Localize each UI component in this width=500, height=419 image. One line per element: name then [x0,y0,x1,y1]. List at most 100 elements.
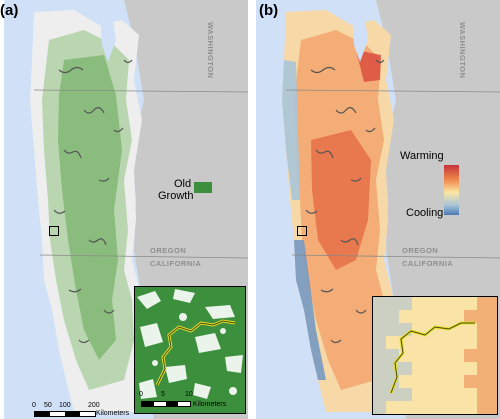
inset-raster-cell [438,362,451,375]
inset-raster-cell [386,336,399,349]
inset-raster-cell [438,310,451,323]
scale-tick-100: 100 [59,402,71,409]
inset-raster-cell [464,323,477,336]
inset-raster-cell [373,349,386,362]
inset-scale-tick-10: 10 [185,391,193,398]
scale-tick-0: 0 [32,402,36,409]
inset-raster-cell [477,401,490,414]
scale-unit: Kilometers [96,410,130,417]
inset-raster-cell [412,349,425,362]
inset-raster-cell [386,297,399,310]
inset-map-a: 0 5 10 Kilometers [134,286,246,414]
scalebar-a [34,411,96,417]
inset-raster-cell [425,336,438,349]
inset-scale-unit: Kilometers [193,401,227,408]
inset-raster-cell [373,375,386,388]
panel-label-a: (a) [0,2,19,19]
inset-raster-cell [477,297,490,310]
inset-raster-cell [373,401,386,414]
inset-raster-cell [412,297,425,310]
inset-raster-cell [464,401,477,414]
inset-raster-cell [438,401,451,414]
inset-b-svg [373,297,497,414]
inset-raster-cell [373,388,386,401]
state-label-oregon-b: OREGON [402,246,439,255]
inset-raster-cell [464,310,477,323]
inset-raster-cell [451,297,464,310]
inset-raster-cell [464,297,477,310]
inset-raster-cell [490,362,497,375]
inset-raster-cell [490,310,497,323]
inset-raster-cell [490,375,497,388]
inset-raster-cell [386,388,399,401]
inset-raster-cell [477,310,490,323]
inset-raster-cell [490,401,497,414]
inset-raster-cell [464,375,477,388]
legend-warming-label: Warming [400,150,444,162]
inset-raster-cell [477,323,490,336]
inset-raster-cell [425,349,438,362]
inset-raster-cell [399,375,412,388]
inset-raster-cell [425,362,438,375]
inset-raster-cell [425,375,438,388]
locator-box-b [297,226,307,236]
inset-raster-cell [373,310,386,323]
inset-raster-cell [399,362,412,375]
inset-raster-cell [425,401,438,414]
inset-raster-cell [412,362,425,375]
map-panel-a: WASHINGTON OREGON CALIFORNIA Old Growth [4,0,248,419]
inset-raster-cell [412,310,425,323]
inset-raster-cell [477,388,490,401]
inset-raster-cell [490,336,497,349]
old-growth-swatch [194,182,212,193]
legend-old-label: Old [174,178,192,190]
inset-raster-cell [412,336,425,349]
inset-raster-cell [425,297,438,310]
legend-cooling-label: Cooling [406,207,444,219]
inset-raster-cell [373,297,386,310]
inset-raster-cell [412,388,425,401]
inset-raster-cell [477,375,490,388]
state-label-washington-b: WASHINGTON [458,22,467,79]
state-label-california-a: CALIFORNIA [150,259,202,268]
inset-raster-cell [438,375,451,388]
inset-raster-cell [477,336,490,349]
inset-raster-cell [451,362,464,375]
streams-b [305,59,385,344]
inset-raster-cell [386,401,399,414]
inset-raster-cell [451,388,464,401]
scale-tick-200: 200 [88,402,100,409]
inset-raster-cell [373,336,386,349]
temperature-color-ramp [444,165,459,215]
inset-raster-cell [464,336,477,349]
inset-scalebar-a [141,401,191,407]
inset-raster-cell [464,362,477,375]
inset-raster-cell [438,336,451,349]
inset-raster-cell [464,349,477,362]
inset-raster-cell [451,336,464,349]
inset-raster-cell [451,349,464,362]
inset-raster-cell [386,310,399,323]
inset-raster-cell [451,310,464,323]
inset-raster-cell [386,349,399,362]
panel-label-b: (b) [259,2,279,19]
inset-raster-cell [477,362,490,375]
inset-raster-cell [373,362,386,375]
inset-raster-cell [399,388,412,401]
inset-raster-cell [425,310,438,323]
inset-scale-tick-0: 0 [139,391,143,398]
inset-raster-cell [438,388,451,401]
inset-raster-cell [438,297,451,310]
map-panel-b: WASHINGTON OREGON CALIFORNIA Warming Coo… [256,0,500,419]
state-label-california-b: CALIFORNIA [402,259,454,268]
locator-box-a [49,226,59,236]
state-label-oregon-a: OREGON [150,246,187,255]
inset-raster-cell [399,401,412,414]
inset-raster-cell [386,323,399,336]
streams-a [53,59,133,344]
inset-raster-cell [464,388,477,401]
inset-raster-cell [425,388,438,401]
inset-raster-cell [412,375,425,388]
scale-tick-50: 50 [44,402,52,409]
inset-raster-cell [490,388,497,401]
